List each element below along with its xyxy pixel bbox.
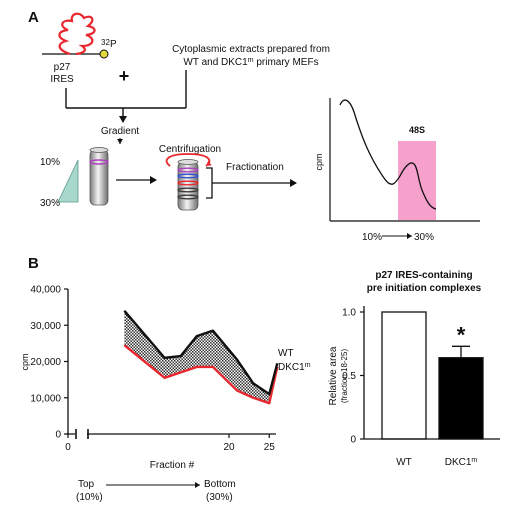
fraction-bracket xyxy=(206,167,222,199)
centrifuged-tube xyxy=(177,159,199,211)
profile-curve xyxy=(339,99,437,210)
top-label: Top xyxy=(78,479,95,490)
series-line-dkc1m xyxy=(123,344,279,405)
bar-chart-title-line2: pre initiation complexes xyxy=(367,283,482,294)
y-tick-label: 40,000 xyxy=(30,285,61,296)
centrifugation-label: Centrifugation xyxy=(159,144,221,155)
y-tick-label: 10,000 xyxy=(30,393,61,404)
bottom-label: Bottom xyxy=(204,479,236,490)
peak-label: 48S xyxy=(409,125,425,135)
line-chart-xlabel: Fraction # xyxy=(150,460,195,471)
bar-y-tick-label: 0.5 xyxy=(342,371,356,382)
rotation-arrow-icon xyxy=(165,153,212,167)
profile-chart: 48S cpm 10% 30% xyxy=(314,98,480,243)
profile-x-end: 30% xyxy=(414,232,434,243)
significance-marker: * xyxy=(457,322,466,347)
extract-label-line1: Cytoplasmic extracts prepared from xyxy=(172,44,330,55)
shaded-difference-area xyxy=(124,310,278,404)
grad-top-label: 10% xyxy=(40,157,60,168)
bar-chart-title-line1: p27 IRES-containing xyxy=(375,270,472,281)
gradient-label: Gradient xyxy=(101,126,140,137)
gradient-wedge xyxy=(57,159,79,203)
fractionation-label: Fractionation xyxy=(226,162,284,173)
radiolabel-icon xyxy=(99,49,109,59)
panel-b-label: B xyxy=(28,255,39,272)
bar-chart-ylabel: Relative area xyxy=(328,346,339,405)
relative-area-bar-chart: p27 IRES-containing pre initiation compl… xyxy=(328,270,500,468)
p27-ires-rna xyxy=(42,12,104,56)
bar-chart-ylabel-sub: (fraction 18-25) xyxy=(340,349,349,404)
bar-y-tick-label: 1.0 xyxy=(342,308,356,319)
profile-x-start: 10% xyxy=(362,232,382,243)
series-wt-label: WT xyxy=(278,348,294,359)
top-percent-label: (10%) xyxy=(76,492,103,503)
series-line-wt xyxy=(123,309,279,396)
y-tick-label: 20,000 xyxy=(30,357,61,368)
bar-wt xyxy=(381,311,427,440)
x-tick-label: 0 xyxy=(65,442,71,453)
panel-a-label: A xyxy=(28,9,39,26)
x-tick-label: 25 xyxy=(264,442,276,453)
rna-label-p27: p27 xyxy=(54,62,71,73)
isotope-mass: 32 xyxy=(101,38,110,47)
axis-break xyxy=(75,428,89,440)
extract-label-line2: WT and DKC1m primary MEFs xyxy=(183,57,318,69)
bar-y-tick-label: 0 xyxy=(350,435,356,446)
bar-dkc1m xyxy=(438,357,484,440)
grad-bottom-label: 30% xyxy=(40,198,60,209)
profile-ylabel: cpm xyxy=(314,153,324,170)
gradient-tube xyxy=(89,147,109,206)
fraction-line-chart: 40,000 30,000 20,000 10,000 00 20 25 cpm Fract… xyxy=(20,285,311,504)
series-dkc1m-label: DKC1m xyxy=(278,362,311,374)
y-tick-label: 0 xyxy=(55,430,61,441)
line-chart-ylabel: cpm xyxy=(20,353,30,370)
bar-cat-wt: WT xyxy=(396,457,412,468)
isotope-symbol: P xyxy=(110,39,117,50)
plus-sign: + xyxy=(119,66,130,86)
rna-label-ires: IRES xyxy=(50,74,74,85)
bar-cat-dkc1m: DKC1m xyxy=(445,457,478,469)
merge-bracket xyxy=(65,70,187,123)
bottom-percent-label: (30%) xyxy=(206,492,233,503)
x-tick-label: 20 xyxy=(223,442,235,453)
y-tick-label: 30,000 xyxy=(30,321,61,332)
peak-band xyxy=(398,141,436,220)
